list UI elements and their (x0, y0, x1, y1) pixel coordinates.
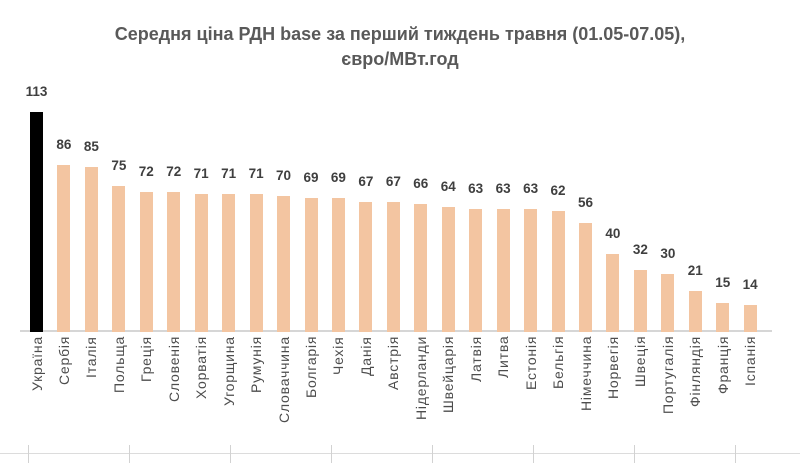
category-label: Сербія (55, 336, 72, 386)
value-label: 67 (385, 174, 401, 189)
category-label: Бельгія (550, 336, 567, 390)
category-label: Україна (28, 336, 45, 391)
value-label: 69 (303, 170, 319, 185)
bar (277, 196, 291, 332)
value-label: 85 (83, 139, 99, 154)
chart-title-line2: євро/МВт.год (341, 49, 459, 69)
bar (661, 274, 675, 332)
bar (222, 194, 236, 332)
category-label: Словенія (165, 336, 182, 403)
category-label: Чехія (330, 336, 347, 375)
bottom-axis-tick (129, 445, 130, 463)
value-label: 32 (632, 242, 648, 257)
bottom-axis-tick (634, 445, 635, 463)
bar (84, 167, 98, 332)
bar (633, 270, 647, 332)
bar (386, 202, 400, 332)
chart-title-line1: Середня ціна РДН base за перший тиждень … (114, 24, 686, 44)
bar (414, 204, 428, 332)
bottom-axis-tick (230, 445, 231, 463)
category-label: Литва (495, 336, 512, 379)
bar (551, 211, 565, 332)
category-label: Хорватія (193, 336, 210, 400)
value-label: 66 (413, 176, 429, 191)
value-label: 75 (111, 158, 127, 173)
value-label: 71 (221, 166, 237, 181)
bar (579, 223, 592, 332)
category-label: Нідерланди (412, 336, 429, 421)
bottom-axis-tick (735, 445, 736, 463)
bottom-axis-tick (533, 445, 534, 463)
bottom-axis-tick (28, 445, 29, 463)
bar (469, 209, 483, 332)
bar (331, 198, 345, 332)
bottom-axis-tick (432, 445, 433, 463)
value-label: 15 (715, 275, 731, 290)
category-label: Польща (110, 336, 127, 394)
category-label: Норвегія (604, 336, 621, 399)
bar (524, 209, 538, 332)
category-label: Фінляндія (687, 336, 704, 408)
value-label: 63 (468, 181, 484, 196)
category-label: Латвія (467, 336, 484, 383)
value-label: 64 (440, 179, 456, 194)
value-label: 72 (166, 164, 182, 179)
category-label: Румунія (248, 336, 265, 393)
bar (688, 291, 702, 332)
bottom-axis-line (0, 453, 800, 454)
value-label: 71 (248, 166, 264, 181)
category-label: Словаччина (275, 336, 292, 423)
value-label: 14 (742, 277, 758, 292)
value-label: 113 (25, 84, 48, 99)
category-label: Данія (357, 336, 374, 376)
value-label: 70 (276, 168, 292, 183)
category-label: Франція (714, 336, 731, 395)
category-label: Австрія (385, 336, 402, 391)
value-label: 86 (56, 137, 72, 152)
value-label: 71 (193, 166, 209, 181)
bar (606, 254, 620, 332)
value-label: 69 (330, 170, 346, 185)
bar (30, 112, 43, 332)
bar (359, 202, 373, 332)
category-label: Швейцарія (440, 336, 457, 414)
value-label: 62 (550, 183, 566, 198)
category-label: Естонія (522, 336, 539, 391)
bar (304, 198, 318, 332)
bar (716, 303, 730, 332)
category-label: Іспанія (742, 336, 759, 387)
category-label: Португалія (659, 336, 676, 415)
category-label: Болгарія (303, 336, 319, 399)
value-label: 56 (577, 195, 594, 210)
bar (167, 192, 181, 332)
category-label: Швеція (632, 336, 649, 388)
value-label: 30 (660, 246, 676, 261)
value-label: 72 (138, 164, 154, 179)
value-label: 63 (523, 181, 539, 196)
chart-title: Середня ціна РДН base за перший тиждень … (0, 22, 800, 72)
bar (194, 194, 208, 332)
bar (57, 165, 71, 332)
bar (139, 192, 153, 332)
category-label: Італія (83, 336, 100, 378)
category-label: Німеччина (577, 336, 594, 412)
bar (743, 305, 757, 332)
value-label: 67 (358, 174, 374, 189)
category-label: Греція (138, 336, 155, 382)
value-label: 40 (605, 226, 621, 241)
bottom-axis-tick (331, 445, 332, 463)
bar (441, 207, 455, 332)
bar (112, 186, 126, 332)
bar (249, 194, 263, 332)
category-label: Угорщина (220, 336, 237, 406)
bar (496, 209, 510, 332)
value-label: 63 (495, 181, 511, 196)
value-label: 21 (687, 263, 703, 278)
